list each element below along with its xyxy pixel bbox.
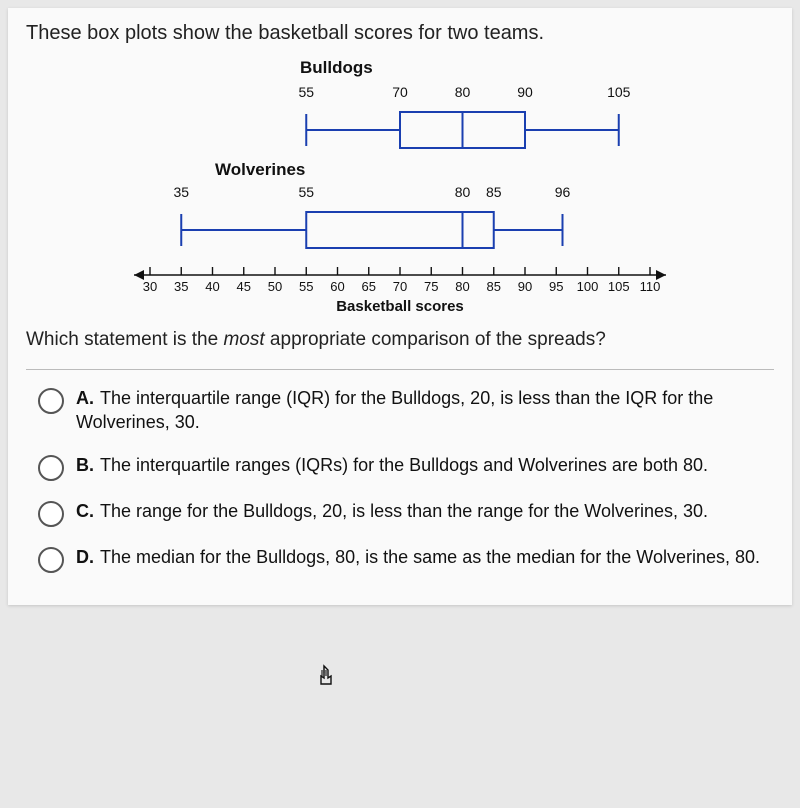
svg-text:Wolverines: Wolverines	[215, 160, 305, 179]
option-body: The interquartile ranges (IQRs) for the …	[100, 455, 708, 475]
svg-text:75: 75	[424, 279, 438, 294]
svg-text:80: 80	[455, 184, 471, 200]
radio-B[interactable]	[38, 455, 64, 481]
option-text: C. The range for the Bulldogs, 20, is les…	[76, 499, 708, 523]
radio-D[interactable]	[38, 547, 64, 573]
svg-text:80: 80	[455, 279, 469, 294]
boxplot-svg: 30 35 40 45 50 55 60 65 70 75 80 85 90 95 100 105 110 Bas…	[120, 55, 680, 315]
svg-text:90: 90	[517, 84, 533, 100]
option-body: The interquartile range (IQR) for the Bu…	[76, 388, 713, 432]
svg-text:85: 85	[487, 279, 501, 294]
option-B[interactable]: B. The interquartile ranges (IQRs) for th…	[38, 453, 762, 481]
svg-text:55: 55	[299, 279, 313, 294]
svg-text:105: 105	[607, 84, 631, 100]
svg-text:70: 70	[392, 84, 408, 100]
svg-text:30: 30	[143, 279, 157, 294]
svg-text:45: 45	[237, 279, 251, 294]
option-text: D. The median for the Bulldogs, 80, is th…	[76, 545, 760, 569]
svg-text:40: 40	[205, 279, 219, 294]
cursor-icon	[317, 664, 337, 686]
svg-text:60: 60	[330, 279, 344, 294]
svg-text:55: 55	[298, 84, 314, 100]
svg-text:35: 35	[174, 279, 188, 294]
svg-text:95: 95	[549, 279, 563, 294]
svg-text:80: 80	[455, 84, 471, 100]
boxplot-chart: 30 35 40 45 50 55 60 65 70 75 80 85 90 95 100 105 110 Bas…	[120, 55, 680, 315]
page-container: These box plots show the basketball scor…	[8, 8, 792, 605]
options-group: A.The interquartile range (IQR) for the …	[38, 386, 762, 573]
option-text: A.The interquartile range (IQR) for the …	[76, 386, 762, 435]
svg-text:70: 70	[393, 279, 407, 294]
svg-text:90: 90	[518, 279, 532, 294]
svg-text:65: 65	[362, 279, 376, 294]
question-emphasis: most	[223, 329, 264, 350]
option-letter: B.	[76, 455, 94, 475]
option-body: The range for the Bulldogs, 20, is less …	[100, 501, 708, 521]
option-D[interactable]: D. The median for the Bulldogs, 80, is th…	[38, 545, 762, 573]
svg-text:100: 100	[577, 279, 599, 294]
svg-text:35: 35	[173, 184, 189, 200]
svg-text:Basketball scores: Basketball scores	[336, 298, 464, 315]
svg-text:85: 85	[486, 184, 502, 200]
divider	[26, 369, 774, 370]
option-letter: A.	[76, 388, 94, 408]
radio-C[interactable]	[38, 501, 64, 527]
option-letter: C.	[76, 501, 94, 521]
option-C[interactable]: C. The range for the Bulldogs, 20, is les…	[38, 499, 762, 527]
option-A[interactable]: A.The interquartile range (IQR) for the …	[38, 386, 762, 435]
option-text: B. The interquartile ranges (IQRs) for th…	[76, 453, 708, 477]
prompt-text: These box plots show the basketball scor…	[26, 22, 774, 45]
svg-text:55: 55	[298, 184, 314, 200]
option-body: The median for the Bulldogs, 80, is the …	[100, 547, 760, 567]
svg-text:110: 110	[640, 279, 661, 294]
radio-A[interactable]	[38, 388, 64, 414]
question-text: Which statement is the most appropriate …	[26, 329, 774, 351]
question-prefix: Which statement is the	[26, 329, 223, 350]
question-suffix: appropriate comparison of the spreads?	[265, 329, 606, 350]
svg-text:50: 50	[268, 279, 282, 294]
svg-text:105: 105	[608, 279, 630, 294]
svg-text:Bulldogs: Bulldogs	[300, 58, 373, 77]
option-letter: D.	[76, 547, 94, 567]
svg-text:96: 96	[555, 184, 571, 200]
